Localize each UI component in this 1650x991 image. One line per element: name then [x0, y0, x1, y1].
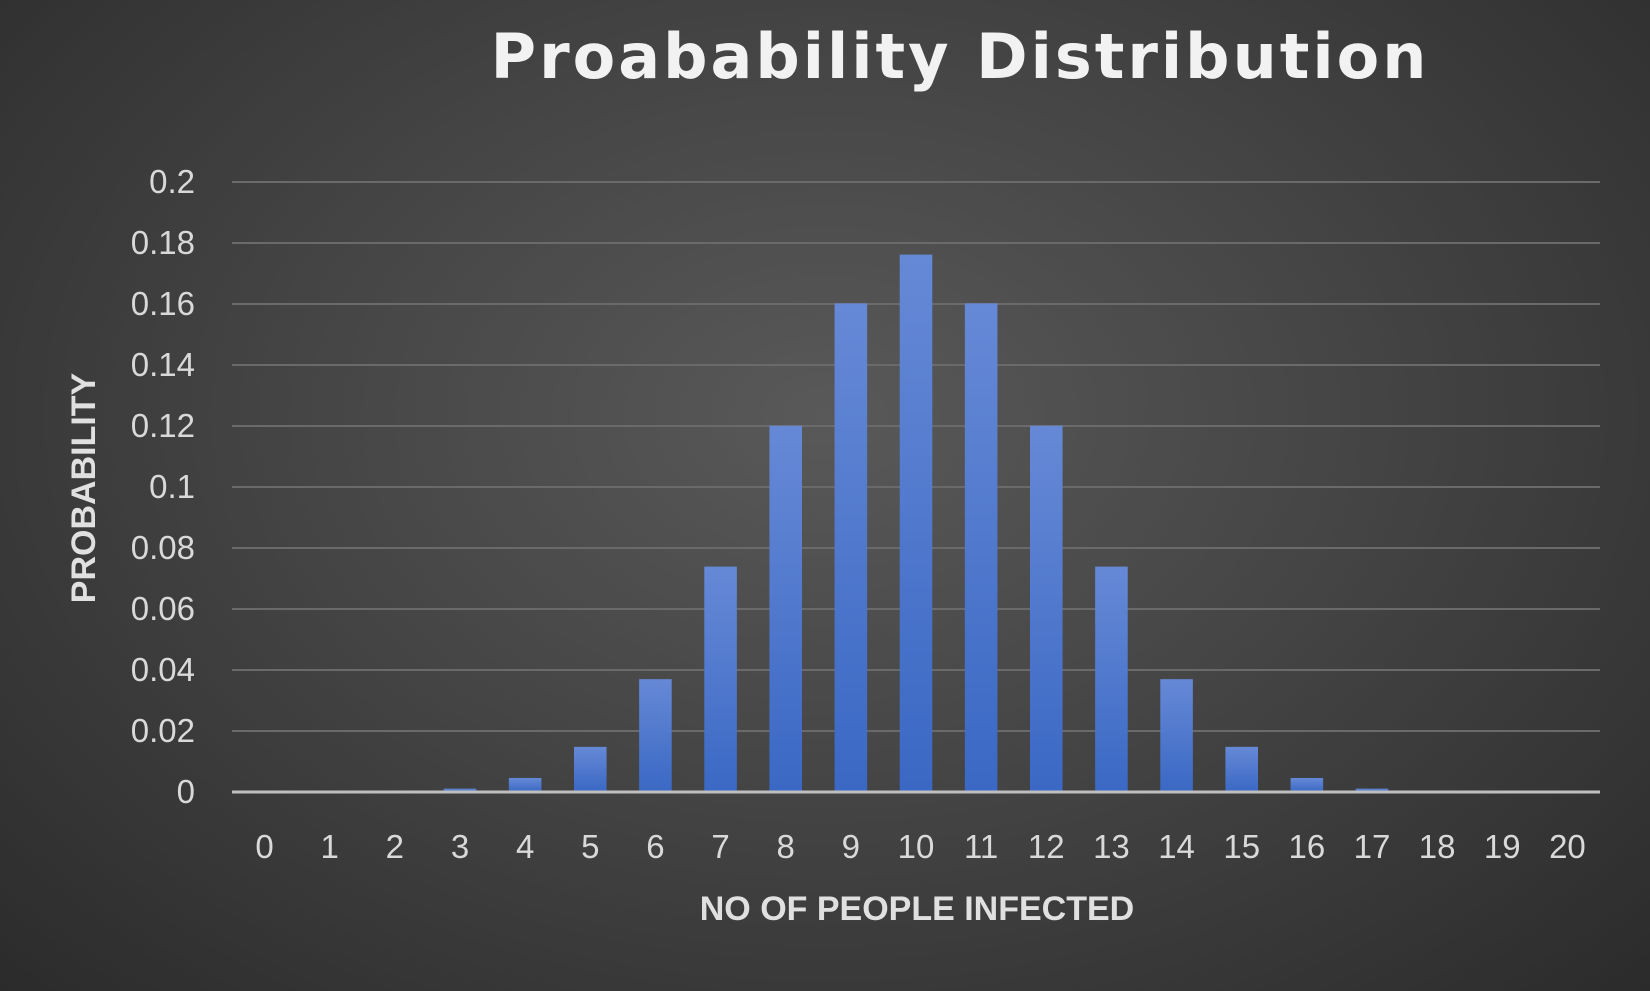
x-tick-label: 17 — [1354, 828, 1391, 865]
x-tick-label: 4 — [516, 828, 534, 865]
bar-13 — [1095, 566, 1128, 792]
y-tick-label: 0.04 — [131, 651, 195, 688]
x-tick-label: 3 — [451, 828, 469, 865]
y-tick-label: 0.2 — [149, 163, 195, 200]
bar-8 — [769, 425, 802, 792]
x-tick-label: 14 — [1158, 828, 1195, 865]
x-tick-label: 11 — [964, 828, 998, 865]
x-tick-label: 2 — [386, 828, 404, 865]
y-tick-label: 0.12 — [131, 407, 195, 444]
y-tick-label: 0.14 — [131, 346, 195, 383]
y-tick-label: 0.16 — [131, 285, 195, 322]
x-tick-label: 19 — [1484, 828, 1521, 865]
bars — [378, 254, 1454, 793]
bar-10 — [899, 254, 933, 793]
x-tick-label: 10 — [898, 828, 935, 865]
x-tick-label: 1 — [321, 828, 339, 865]
x-axis-title: NO OF PEOPLE INFECTED — [700, 890, 1134, 928]
x-axis-ticks: 0 1 2 3 4 5 6 7 8 9 10 11 12 13 14 15 16 17 18 19 20 — [255, 828, 1585, 865]
y-tick-label: 0 — [177, 773, 195, 810]
y-tick-label: 0.02 — [131, 712, 195, 749]
bar-17 — [1355, 788, 1389, 792]
chart-title: Proabability Distribution — [491, 20, 1430, 93]
y-tick-label: 0.06 — [131, 590, 195, 627]
y-tick-label: 0.18 — [131, 224, 195, 261]
y-axis-ticks: 0 0.02 0.04 0.06 0.08 0.1 0.12 0.14 0.16 0.18 0.2 — [131, 163, 195, 810]
bar-14 — [1160, 679, 1193, 792]
bar-3 — [443, 788, 477, 792]
y-tick-label: 0.08 — [131, 529, 195, 566]
bar-11 — [964, 303, 998, 792]
bar-12 — [1030, 425, 1063, 792]
x-tick-label: 12 — [1028, 828, 1065, 865]
bar-9 — [834, 303, 868, 792]
x-tick-label: 16 — [1288, 828, 1325, 865]
x-tick-label: 20 — [1549, 828, 1586, 865]
y-axis-title: PROBABILITY — [65, 372, 103, 603]
x-tick-label: 0 — [255, 828, 273, 865]
x-tick-label: 9 — [842, 828, 860, 865]
bar-15 — [1225, 746, 1258, 792]
bar-7 — [704, 566, 737, 792]
bar-4 — [508, 777, 542, 792]
x-tick-label: 8 — [777, 828, 795, 865]
x-tick-label: 13 — [1093, 828, 1130, 865]
bar-5 — [574, 746, 607, 792]
x-tick-label: 15 — [1223, 828, 1260, 865]
x-tick-label: 5 — [581, 828, 599, 865]
x-tick-label: 18 — [1419, 828, 1456, 865]
y-tick-label: 0.1 — [149, 468, 195, 505]
bar-6 — [639, 679, 672, 792]
bar-16 — [1290, 777, 1324, 792]
x-tick-label: 7 — [711, 828, 729, 865]
x-tick-label: 6 — [646, 828, 664, 865]
